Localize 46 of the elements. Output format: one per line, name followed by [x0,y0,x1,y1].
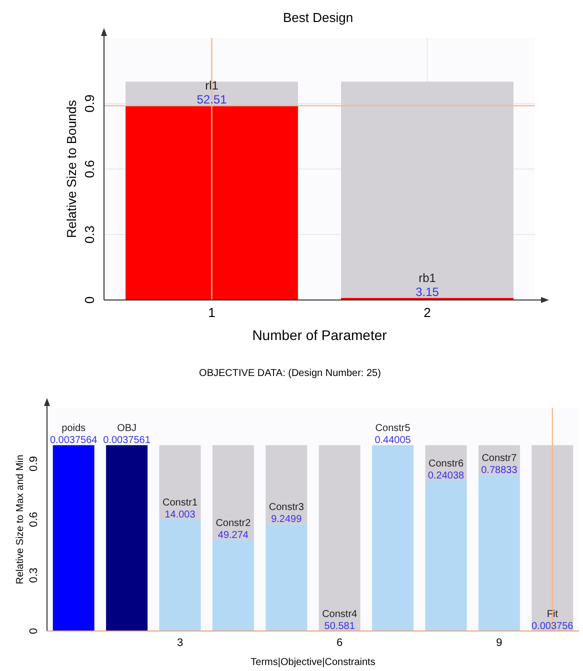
annotation: OBJ 0.0037561 [103,423,151,446]
bar [126,82,298,106]
x-axis-title: Number of Parameter [252,327,388,343]
y-tick-label: 0.9 [28,456,40,472]
bar [126,106,298,300]
y-axis-title: Relative Size to Max and Min [15,454,26,584]
x-tick-label: 6 [336,637,343,649]
y-tick-label: 0.3 [28,568,40,583]
x-tick-label: 1 [208,305,216,320]
bar [425,480,467,631]
y-tick-label: 0.6 [82,160,97,178]
bar [372,445,414,631]
bar [478,474,520,631]
y-tick-label: 0 [28,628,40,634]
annotation: Constr1 14.003 [162,498,198,520]
bar [212,540,254,631]
y-tick-label: 0.6 [28,512,40,528]
bar [266,445,308,524]
y-tick-label: 0.3 [82,225,97,244]
annotation: Constr4 50.581 [322,609,358,632]
annotation: Constr3 9.2499 [268,502,304,526]
chart-title: Best Design [282,10,354,25]
bar [106,445,148,631]
bar [266,524,308,631]
annotation: Fit 0.003756 [532,609,574,632]
x-tick-label: 9 [496,637,502,649]
x-tick-label: 3 [176,637,184,649]
annotation: Constr6 0.24038 [428,458,465,482]
y-tick-label: 0.9 [82,94,97,113]
annotation: Constr7 0.78833 [481,452,518,476]
bar [52,445,94,631]
bar [159,445,201,520]
x-tick-label: 2 [424,305,431,320]
bar [532,445,574,631]
bar [159,520,201,631]
annotation: rb1 3.15 [416,270,440,299]
x-axis-title: Terms|Objective|Constraints [250,657,376,668]
annotation: Constr5 0.44005 [374,423,412,446]
y-axis-title: Relative Size to Bounds [64,99,79,238]
annotation: rl1 52.51 [196,78,228,107]
bar [318,445,360,631]
y-tick-label: 0 [82,296,97,304]
bar [212,445,254,540]
annotation: Constr2 49.274 [216,518,252,541]
annotation: poids 0.0037564 [50,423,98,446]
chart-title: OBJECTIVE DATA: (Design Number: 25) [199,368,381,379]
